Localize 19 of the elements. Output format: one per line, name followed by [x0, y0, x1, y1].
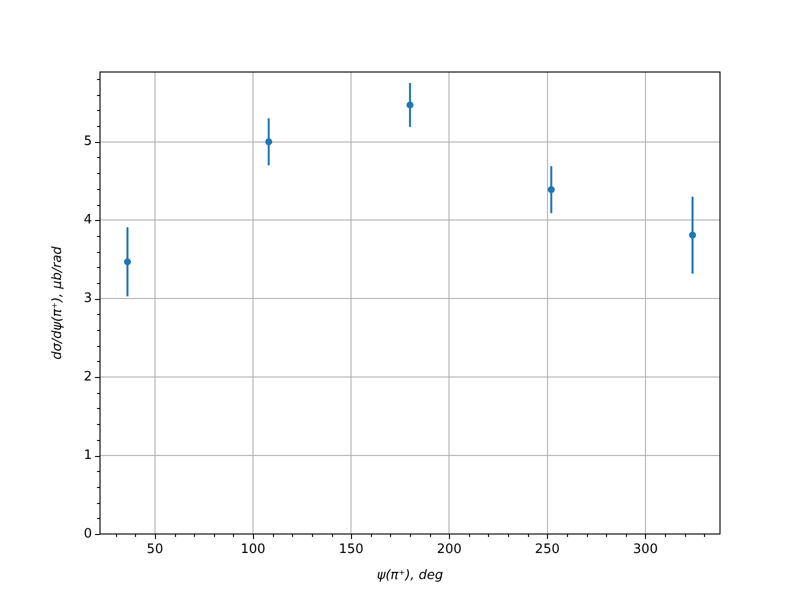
- x-axis-title: ψ(π⁺), deg: [376, 568, 444, 583]
- x-tick-label: 300: [633, 542, 658, 558]
- y-tick-label: 2: [84, 370, 92, 384]
- point: [406, 101, 414, 108]
- point: [689, 232, 696, 239]
- point: [265, 138, 272, 146]
- y-tick-label: 4: [84, 212, 92, 228]
- y-tick-label: 3: [84, 291, 92, 306]
- point: [124, 258, 131, 266]
- x-tick-label: 200: [436, 542, 462, 558]
- x-tick-label: 150: [338, 542, 364, 558]
- y-tick-label: 1: [84, 448, 92, 463]
- y-axis-title: dσ/dψ(π⁺), μb/rad: [50, 246, 65, 360]
- x-tick-label: 100: [240, 542, 266, 558]
- point: [548, 186, 555, 194]
- x-tick-label: 50: [146, 542, 164, 558]
- y-tick-label: 0: [84, 526, 92, 542]
- x-tick-label: 250: [534, 542, 560, 558]
- y-tick-label: 5: [84, 134, 92, 150]
